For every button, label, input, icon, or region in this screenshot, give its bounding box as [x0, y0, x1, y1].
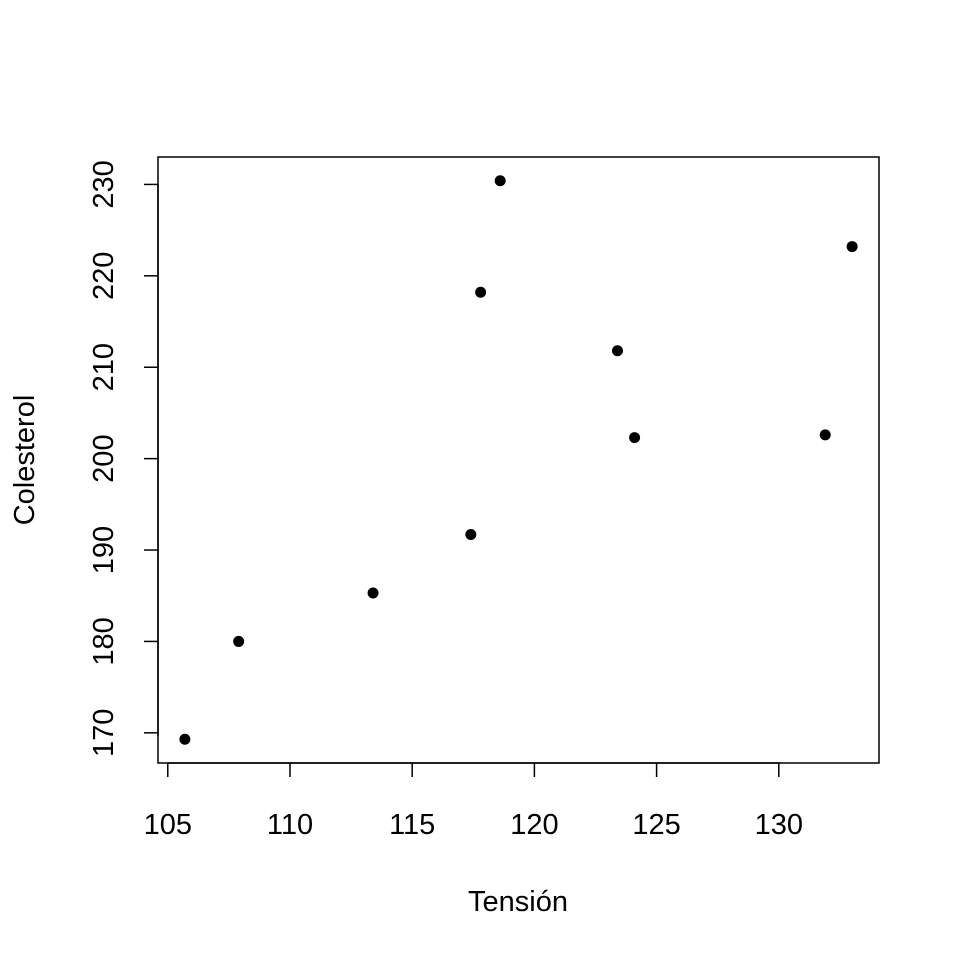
- y-tick-label: 180: [88, 617, 120, 665]
- data-point: [179, 733, 191, 745]
- data-point: [233, 635, 245, 647]
- y-tick-label: 210: [88, 343, 120, 391]
- x-axis-title: Tensión: [468, 886, 568, 918]
- data-point: [367, 587, 379, 599]
- y-tick-label: 170: [88, 709, 120, 757]
- y-tick-label: 230: [88, 160, 120, 208]
- data-point: [629, 432, 641, 444]
- data-point: [475, 286, 487, 298]
- x-tick-label: 105: [144, 809, 192, 841]
- data-point: [465, 528, 477, 540]
- x-axis-ticks: 105 110 115 120 125 130: [144, 763, 803, 841]
- data-point: [846, 241, 858, 253]
- plot-frame: [157, 156, 880, 764]
- x-tick-label: 125: [632, 809, 680, 841]
- data-point: [611, 345, 623, 357]
- y-axis-ticks: 170 180 190 200 210 220 230: [88, 160, 158, 757]
- y-tick-label: 190: [88, 526, 120, 574]
- data-point: [819, 429, 831, 441]
- x-tick-label: 115: [389, 809, 435, 841]
- y-tick-label: 200: [88, 434, 120, 482]
- data-point: [494, 175, 506, 187]
- y-tick-label: 220: [88, 252, 120, 300]
- y-axis-title: Colesterol: [9, 395, 41, 526]
- data-points: [179, 175, 858, 745]
- x-tick-label: 130: [755, 809, 803, 841]
- x-tick-label: 120: [510, 809, 558, 841]
- x-tick-label: 110: [267, 809, 313, 841]
